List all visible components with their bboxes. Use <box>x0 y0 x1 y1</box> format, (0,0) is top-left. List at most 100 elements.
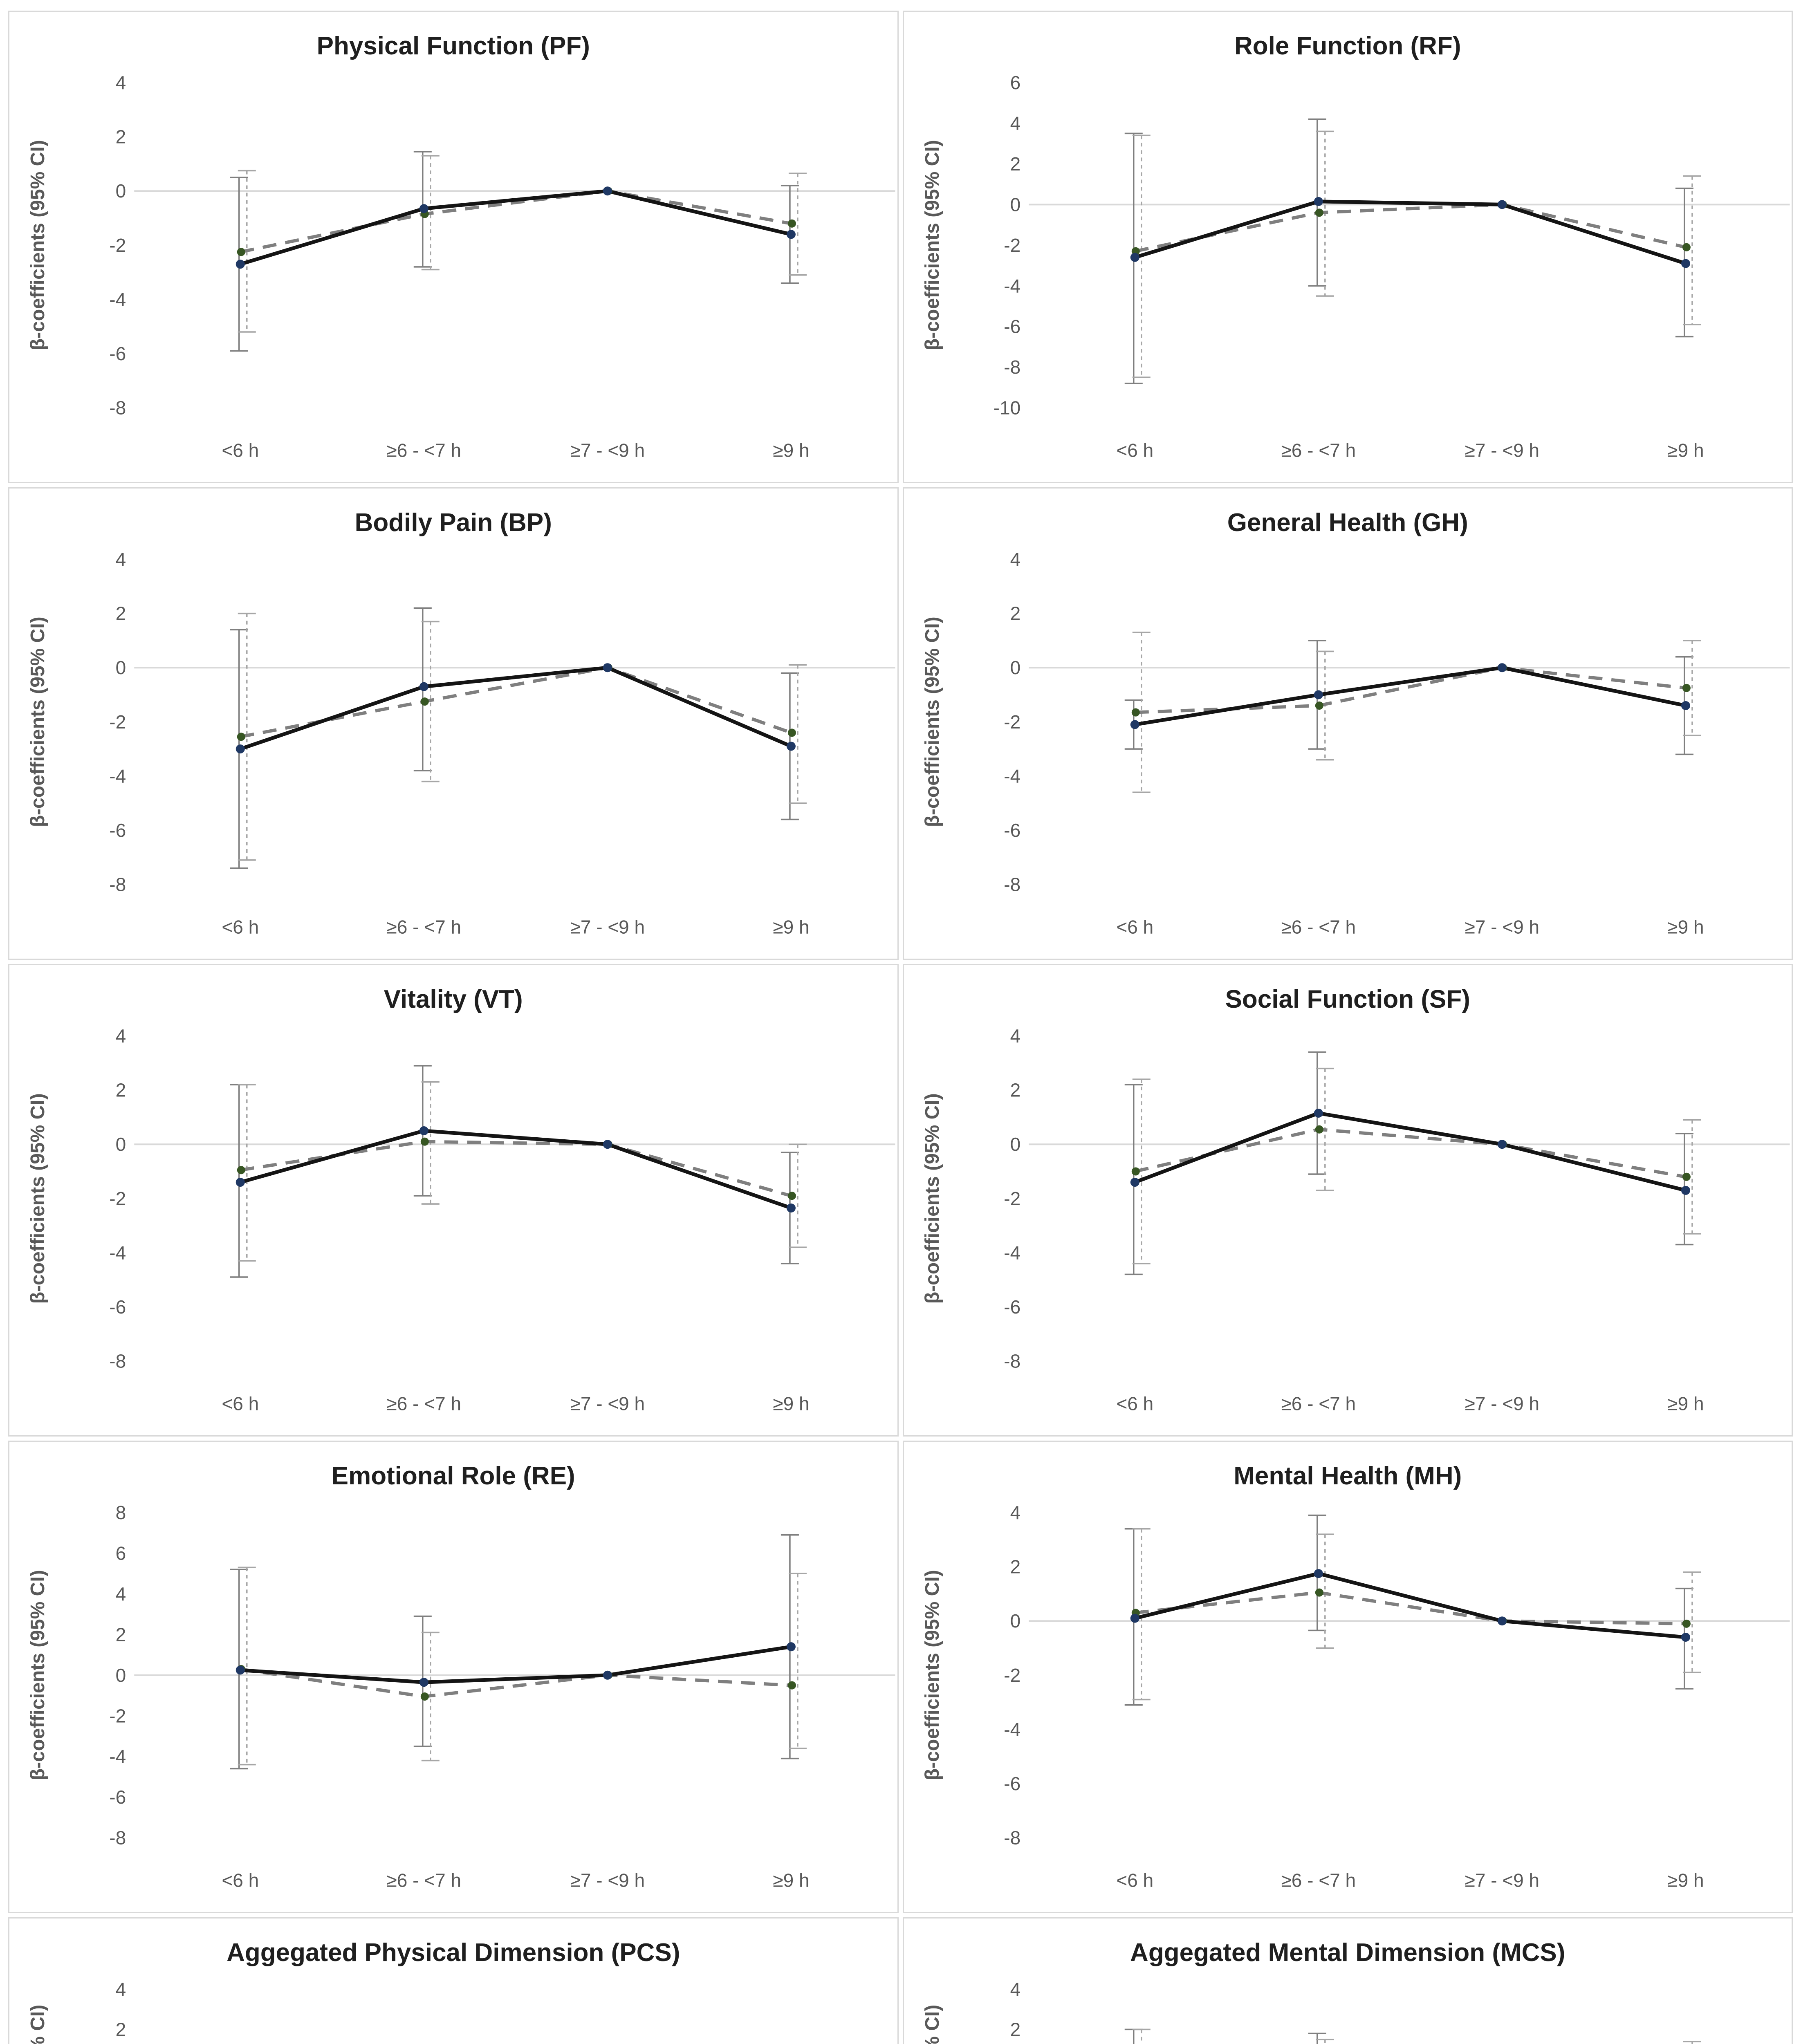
svg-text:β-coefficients (95% CI): β-coefficients (95% CI) <box>27 1570 49 1781</box>
svg-text:≥6 - <7 h: ≥6 - <7 h <box>387 917 462 938</box>
svg-text:2: 2 <box>116 126 126 148</box>
svg-text:-8: -8 <box>1004 874 1020 895</box>
svg-text:4: 4 <box>1010 113 1020 134</box>
chart-plot-re: 8 6 4 2 0 -2 -4 -6 -8 β-coefficients (95% CI) <6 h… <box>27 1502 895 1891</box>
svg-text:β-coefficients (95% CI): β-coefficients (95% CI) <box>27 140 49 351</box>
svg-text:-6: -6 <box>109 343 126 364</box>
chart-plot-pf: 4 2 0 -2 -4 -6 -8 β-coefficients (95% CI) <6 h ≥6… <box>27 72 895 461</box>
svg-text:-8: -8 <box>109 1351 126 1372</box>
chart-plot-mh: 4 2 0 -2 -4 -6 -8 β-coefficients (95% CI) <6 h ≥6… <box>922 1502 1790 1891</box>
svg-text:2: 2 <box>1010 1556 1020 1578</box>
svg-text:β-coefficients (95% CI): β-coefficients (95% CI) <box>922 2005 943 2044</box>
svg-text:2: 2 <box>1010 2019 1020 2040</box>
svg-text:-8: -8 <box>1004 1351 1020 1372</box>
svg-text:≥9 h: ≥9 h <box>773 917 809 938</box>
svg-text:-4: -4 <box>1004 766 1020 787</box>
svg-text:<6 h: <6 h <box>222 1393 259 1414</box>
svg-text:4: 4 <box>116 1979 126 2000</box>
chart-panel-pcs: Aggegated Physical Dimension (PCS) 420-2… <box>8 1917 899 2044</box>
svg-text:≥9 h: ≥9 h <box>1667 1870 1704 1891</box>
svg-text:2: 2 <box>1010 1080 1020 1101</box>
svg-text:≥9 h: ≥9 h <box>773 440 809 461</box>
chart-title: Vitality (VT) <box>384 985 523 1013</box>
svg-text:-8: -8 <box>1004 1827 1020 1849</box>
svg-text:≥7 - <9 h: ≥7 - <9 h <box>1465 917 1539 938</box>
svg-text:≥7 - <9 h: ≥7 - <9 h <box>570 1870 645 1891</box>
svg-text:2: 2 <box>1010 153 1020 175</box>
svg-text:β-coefficients (95% CI): β-coefficients (95% CI) <box>922 140 943 351</box>
svg-text:β-coefficients (95% CI): β-coefficients (95% CI) <box>27 1094 49 1304</box>
chart-panel-rf: Role Function (RF) 6 4 2 0 -2 -4 -6 -8 -10 β-coef… <box>902 11 1793 483</box>
svg-text:β-coefficients (95% CI): β-coefficients (95% CI) <box>27 617 49 827</box>
svg-text:≥9 h: ≥9 h <box>773 1393 809 1414</box>
svg-text:≥7 - <9 h: ≥7 - <9 h <box>570 440 645 461</box>
chart-title: Role Function (RF) <box>1234 32 1461 60</box>
svg-text:-6: -6 <box>1004 316 1020 337</box>
svg-text:4: 4 <box>116 549 126 570</box>
svg-text:<6 h: <6 h <box>1116 1393 1153 1414</box>
chart-panel-re: Emotional Role (RE) 8 6 4 2 0 -2 -4 -6 -8 β-coeff… <box>8 1441 899 1913</box>
svg-text:-2: -2 <box>109 1188 126 1209</box>
svg-text:0: 0 <box>1010 1134 1020 1155</box>
svg-text:-2: -2 <box>1004 235 1020 256</box>
svg-text:≥6 - <7 h: ≥6 - <7 h <box>1281 1393 1356 1414</box>
svg-text:0: 0 <box>1010 1611 1020 1632</box>
svg-text:-2: -2 <box>109 235 126 256</box>
svg-text:≥6 - <7 h: ≥6 - <7 h <box>387 1393 462 1414</box>
svg-text:β-coefficients (95% CI): β-coefficients (95% CI) <box>27 2005 49 2044</box>
svg-text:≥7 - <9 h: ≥7 - <9 h <box>1465 440 1539 461</box>
chart-plot-rf: 6 4 2 0 -2 -4 -6 -8 -10 β-coefficients (95% CI) <6… <box>922 72 1790 461</box>
svg-text:<6 h: <6 h <box>1116 917 1153 938</box>
svg-text:-4: -4 <box>1004 1242 1020 1264</box>
svg-text:4: 4 <box>116 1583 126 1605</box>
svg-text:≥7 - <9 h: ≥7 - <9 h <box>570 917 645 938</box>
svg-text:6: 6 <box>116 1543 126 1564</box>
chart-panel-sf: Social Function (SF) 4 2 0 -2 -4 -6 -8 β-coeffi… <box>902 964 1793 1437</box>
svg-text:-2: -2 <box>109 711 126 733</box>
chart-plot-pcs: 420-2-4-6-8β-coefficients (95% CI)<6 h≥6… <box>27 1979 126 2044</box>
svg-text:2: 2 <box>1010 603 1020 624</box>
chart-panel-bp: Bodily Pain (BP) 4 2 0 -2 -4 -6 -8 β-coefficien… <box>8 487 899 960</box>
svg-text:6: 6 <box>1010 72 1020 93</box>
svg-text:-6: -6 <box>1004 820 1020 841</box>
chart-title: Aggegated Physical Dimension (PCS) <box>227 1939 680 1967</box>
svg-text:2: 2 <box>116 2019 126 2040</box>
svg-text:≥9 h: ≥9 h <box>1667 917 1704 938</box>
svg-text:4: 4 <box>1010 1025 1020 1047</box>
svg-text:β-coefficients (95% CI): β-coefficients (95% CI) <box>922 617 943 827</box>
svg-text:-4: -4 <box>109 289 126 310</box>
chart-title: Physical Function (PF) <box>316 32 590 60</box>
svg-text:<6 h: <6 h <box>1116 440 1153 461</box>
svg-text:≥6 - <7 h: ≥6 - <7 h <box>1281 440 1356 461</box>
svg-text:0: 0 <box>1010 194 1020 215</box>
svg-text:4: 4 <box>1010 1502 1020 1523</box>
chart-title: Bodily Pain (BP) <box>354 509 552 537</box>
svg-text:0: 0 <box>116 1665 126 1686</box>
svg-text:-6: -6 <box>109 1786 126 1808</box>
svg-text:-10: -10 <box>993 397 1020 419</box>
svg-text:-4: -4 <box>1004 276 1020 297</box>
svg-text:-6: -6 <box>109 820 126 841</box>
svg-text:β-coefficients (95% CI): β-coefficients (95% CI) <box>922 1094 943 1304</box>
svg-text:≥6 - <7 h: ≥6 - <7 h <box>1281 1870 1356 1891</box>
svg-text:≥9 h: ≥9 h <box>1667 1393 1704 1414</box>
chart-panel-pf: Physical Function (PF) 4 2 0 -2 -4 -6 -8 β-coef… <box>8 11 899 483</box>
svg-text:-8: -8 <box>109 874 126 895</box>
chart-plot-gh: 4 2 0 -2 -4 -6 -8 β-coefficients (95% CI) <6 h ≥6… <box>922 549 1790 938</box>
chart-title: General Health (GH) <box>1227 509 1468 537</box>
chart-title: Aggegated Mental Dimension (MCS) <box>1130 1939 1566 1967</box>
svg-text:2: 2 <box>116 1080 126 1101</box>
svg-text:β-coefficients (95% CI): β-coefficients (95% CI) <box>922 1570 943 1781</box>
svg-text:0: 0 <box>116 1134 126 1155</box>
svg-text:-2: -2 <box>1004 1188 1020 1209</box>
svg-text:-2: -2 <box>1004 711 1020 733</box>
svg-text:-6: -6 <box>109 1296 126 1318</box>
svg-text:-8: -8 <box>1004 356 1020 378</box>
svg-text:4: 4 <box>116 72 126 93</box>
svg-text:<6 h: <6 h <box>222 1870 259 1891</box>
chart-plot-mcs: 420-2-4-6-8β-coefficients (95% CI)<6 h≥6… <box>922 1979 1701 2044</box>
chart-plot-bp: 4 2 0 -2 -4 -6 -8 β-coefficients (95% CI) <6 h ≥6… <box>27 549 895 938</box>
svg-text:<6 h: <6 h <box>222 440 259 461</box>
svg-text:-4: -4 <box>109 1242 126 1264</box>
